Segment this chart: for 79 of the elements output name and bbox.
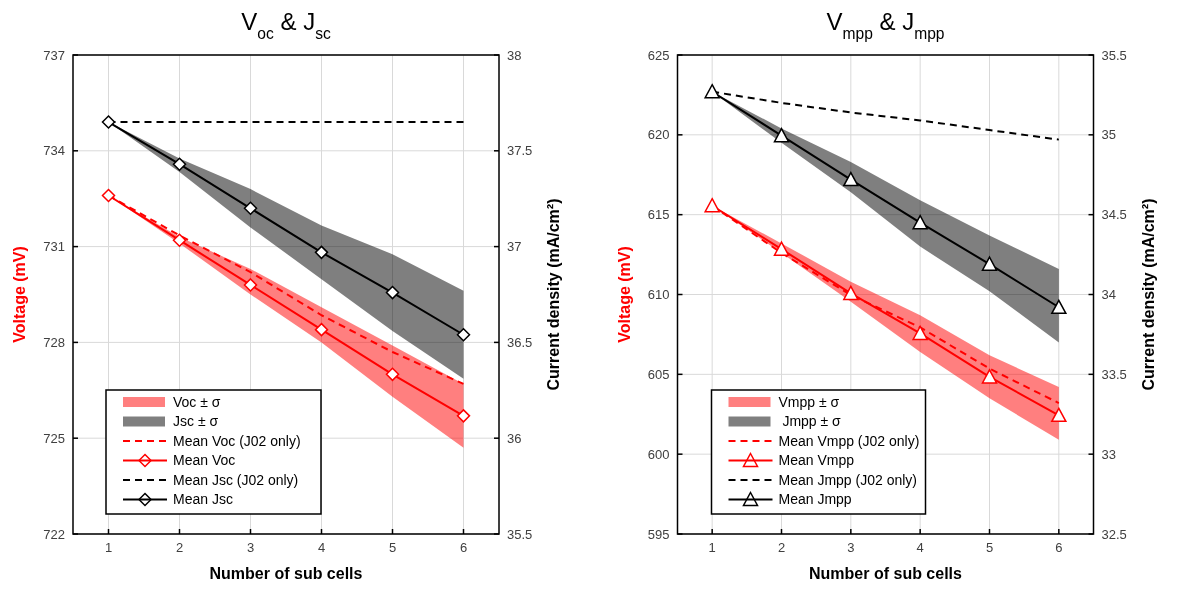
y-tick-label: 734 bbox=[43, 143, 65, 159]
x-tick-label: 4 bbox=[916, 540, 924, 555]
y-tick-label: 595 bbox=[647, 526, 670, 542]
annotation: Jmpp ± σ bbox=[778, 413, 842, 430]
x-tick-label: 2 bbox=[777, 540, 786, 555]
x-tick-label: 5 bbox=[388, 540, 397, 555]
legend-label: Mean Jsc (J02 only) bbox=[173, 471, 299, 488]
point bbox=[385, 285, 400, 300]
y2-axis-title: Current density (mA/cm²) bbox=[1139, 198, 1157, 391]
y-tick-label: 620 bbox=[647, 127, 670, 143]
point bbox=[101, 115, 116, 129]
y2-tick-label: 35 bbox=[1101, 127, 1116, 143]
x-tick-label: 6 bbox=[459, 540, 468, 555]
point bbox=[843, 171, 859, 187]
y-tick-label: 722 bbox=[43, 526, 65, 542]
point bbox=[385, 367, 400, 382]
point bbox=[314, 322, 329, 337]
annotation: Jsc ± σ bbox=[173, 413, 219, 430]
point bbox=[314, 245, 329, 260]
y-tick-label: 625 bbox=[647, 47, 670, 63]
y2-tick-label: 35.5 bbox=[1101, 47, 1127, 63]
annotation: Vmpp ± σ bbox=[778, 393, 840, 410]
x-tick-label: 5 bbox=[985, 540, 994, 555]
y-tick-label: 725 bbox=[43, 430, 65, 446]
y-tick-label: 728 bbox=[43, 334, 65, 350]
point bbox=[773, 127, 790, 143]
point bbox=[172, 157, 187, 171]
point bbox=[243, 201, 258, 216]
x-tick-label: 4 bbox=[317, 540, 326, 555]
y-tick-label: 737 bbox=[43, 47, 65, 63]
y2-tick-label: 34 bbox=[1101, 287, 1116, 303]
point bbox=[172, 233, 187, 247]
y2-tick-label: 37 bbox=[507, 239, 522, 255]
legend-label: Mean Jsc bbox=[173, 491, 233, 508]
y-axis-title: Voltage (mV) bbox=[615, 246, 633, 343]
x-tick-label: 1 bbox=[104, 540, 113, 555]
point bbox=[243, 278, 258, 292]
y2-tick-label: 33.5 bbox=[1101, 366, 1127, 382]
x-axis-title: Number of sub cells bbox=[809, 565, 963, 582]
y2-tick-label: 36.5 bbox=[507, 334, 533, 350]
x-tick-label: 3 bbox=[246, 540, 255, 555]
point bbox=[981, 369, 998, 384]
point bbox=[1051, 407, 1067, 423]
x-tick-label: 6 bbox=[1055, 540, 1063, 555]
legend-label: Mean Voc bbox=[173, 452, 236, 469]
point bbox=[456, 409, 471, 423]
x-tick-label: 1 bbox=[708, 540, 716, 555]
y-tick-label: 731 bbox=[43, 239, 65, 255]
legend-label: Mean Voc (J02 only) bbox=[173, 432, 301, 449]
legend-label: Mean Jmpp (J02 only) bbox=[778, 471, 918, 488]
x-tick-label: 3 bbox=[847, 540, 855, 555]
y-axis-title: Voltage (mV) bbox=[11, 246, 28, 343]
y2-tick-label: 35.5 bbox=[507, 526, 533, 542]
chart-title: V$_{oc}$ & J$_{sc}$ bbox=[241, 8, 331, 42]
y-tick-label: 615 bbox=[647, 207, 670, 223]
y-tick-label: 610 bbox=[647, 287, 670, 303]
y2-tick-label: 38 bbox=[507, 47, 522, 63]
point bbox=[912, 325, 928, 341]
legend-label: Mean Vmpp (J02 only) bbox=[778, 432, 920, 449]
legend-label: Mean Jmpp bbox=[778, 491, 852, 508]
point bbox=[912, 214, 928, 230]
x-axis-title: Number of sub cells bbox=[209, 565, 363, 582]
y2-axis-title: Current density (mA/cm²) bbox=[545, 198, 562, 391]
y2-tick-label: 34.5 bbox=[1101, 207, 1127, 223]
y2-tick-label: 36 bbox=[507, 430, 522, 446]
y2-tick-label: 33 bbox=[1101, 446, 1116, 462]
y-tick-label: 600 bbox=[647, 446, 670, 462]
y2-tick-label: 37.5 bbox=[507, 143, 533, 159]
point bbox=[773, 241, 790, 256]
point bbox=[1051, 299, 1067, 315]
point bbox=[101, 188, 116, 203]
annotation: Voc ± σ bbox=[173, 393, 221, 410]
y-tick-label: 605 bbox=[647, 366, 670, 382]
point bbox=[456, 327, 471, 342]
legend-label: Mean Vmpp bbox=[778, 452, 855, 469]
x-tick-label: 2 bbox=[175, 540, 184, 555]
y2-tick-label: 32.5 bbox=[1101, 526, 1127, 542]
point bbox=[981, 256, 998, 271]
chart-title: V$_{mpp}$ & J$_{mpp}$ bbox=[826, 8, 945, 42]
